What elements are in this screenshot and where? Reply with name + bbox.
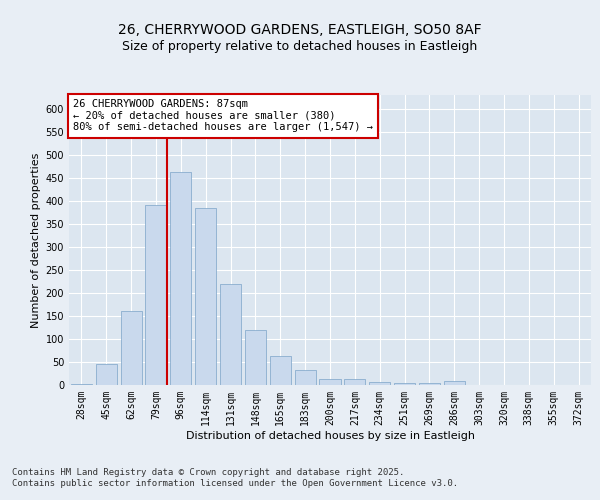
- Bar: [369, 382, 390, 385]
- Bar: [195, 208, 216, 385]
- Text: 26, CHERRYWOOD GARDENS, EASTLEIGH, SO50 8AF: 26, CHERRYWOOD GARDENS, EASTLEIGH, SO50 …: [118, 22, 482, 36]
- Bar: [170, 172, 191, 385]
- Bar: [245, 330, 266, 385]
- Bar: [394, 382, 415, 385]
- Y-axis label: Number of detached properties: Number of detached properties: [31, 152, 41, 328]
- Text: Size of property relative to detached houses in Eastleigh: Size of property relative to detached ho…: [122, 40, 478, 53]
- Bar: [121, 312, 142, 385]
- Bar: [344, 379, 365, 385]
- Bar: [319, 379, 341, 385]
- Bar: [220, 284, 241, 385]
- Text: 26 CHERRYWOOD GARDENS: 87sqm
← 20% of detached houses are smaller (380)
80% of s: 26 CHERRYWOOD GARDENS: 87sqm ← 20% of de…: [73, 99, 373, 132]
- X-axis label: Distribution of detached houses by size in Eastleigh: Distribution of detached houses by size …: [185, 430, 475, 440]
- Text: Contains HM Land Registry data © Crown copyright and database right 2025.
Contai: Contains HM Land Registry data © Crown c…: [12, 468, 458, 487]
- Bar: [71, 384, 92, 385]
- Bar: [96, 364, 117, 385]
- Bar: [145, 206, 167, 385]
- Bar: [419, 382, 440, 385]
- Bar: [270, 356, 291, 385]
- Bar: [295, 370, 316, 385]
- Bar: [444, 382, 465, 385]
